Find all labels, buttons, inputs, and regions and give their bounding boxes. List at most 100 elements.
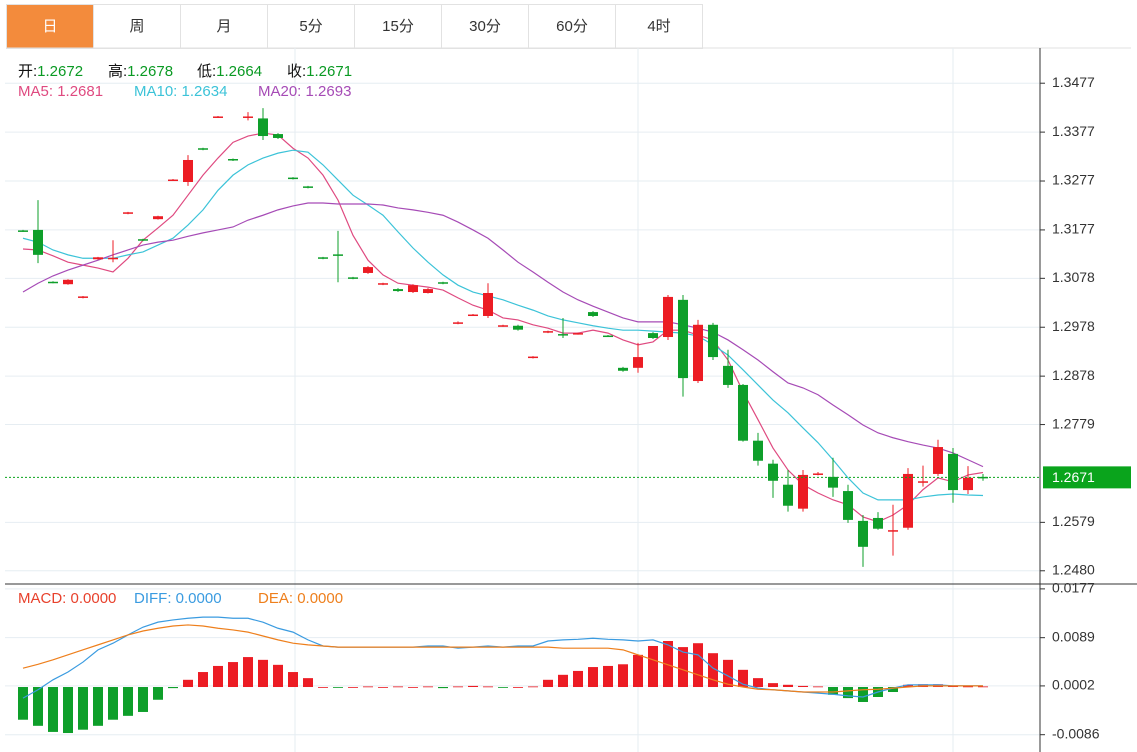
macd-bar	[558, 674, 568, 688]
candle-body	[138, 239, 148, 241]
candle-body	[123, 212, 133, 214]
candle-body	[243, 116, 253, 118]
macd-bar	[678, 647, 688, 688]
macd-bar	[783, 684, 793, 688]
ohlc-label: 开:	[18, 63, 38, 80]
legend-value: 1.2681	[57, 83, 104, 100]
ohlc-value: 1.2672	[37, 63, 84, 80]
candle-body	[273, 134, 283, 138]
legend-entry: DIFF: 0.0000	[134, 590, 222, 607]
period-tab[interactable]: 60分	[529, 5, 616, 48]
y-tick-label: 1.2878	[1052, 367, 1095, 383]
legend-name: MA5:	[18, 83, 54, 100]
y-tick-label: 1.2480	[1052, 561, 1095, 577]
macd-bar	[438, 687, 448, 689]
period-tab[interactable]: 周	[94, 5, 181, 48]
candle-body	[738, 384, 748, 441]
candle-body	[33, 229, 43, 255]
candle-body	[558, 334, 568, 336]
period-tab[interactable]: 5分	[268, 5, 355, 48]
macd-bar	[393, 686, 403, 688]
legend-entry: MA10: 1.2634	[134, 83, 227, 100]
period-tab[interactable]: 日	[7, 5, 94, 48]
macd-bar	[618, 664, 628, 688]
candle-body	[93, 257, 103, 260]
macd-bar	[318, 687, 328, 688]
macd-bar	[108, 687, 118, 720]
candle-body	[963, 477, 973, 491]
y-tick-label: 1.3477	[1052, 74, 1095, 90]
candle-body	[198, 148, 208, 150]
ohlc-label: 低:	[197, 63, 217, 80]
legend-name: DIFF:	[134, 590, 172, 607]
ohlc-item: 高:1.2678	[108, 60, 173, 81]
macd-bar	[273, 664, 283, 688]
candle-body	[453, 322, 463, 324]
period-tab[interactable]: 30分	[442, 5, 529, 48]
macd-bar	[48, 687, 58, 732]
ma-line	[22, 132, 984, 523]
y-tick-label: 1.3377	[1052, 123, 1095, 139]
macd-bar	[153, 687, 163, 700]
candle-body	[798, 474, 808, 509]
candle-body	[543, 331, 553, 333]
macd-bar	[648, 645, 658, 688]
macd-bar	[78, 687, 88, 730]
period-tab[interactable]: 15分	[355, 5, 442, 48]
ohlc-label: 收:	[287, 63, 307, 80]
macd-bar	[663, 640, 673, 688]
period-tab[interactable]: 月	[181, 5, 268, 48]
macd-bar	[18, 687, 28, 720]
candle-body	[843, 491, 853, 520]
macd-bar	[243, 657, 253, 688]
macd-bar	[333, 687, 343, 688]
macd-line	[22, 624, 983, 693]
legend-name: MA10:	[134, 83, 178, 100]
macd-bar	[738, 669, 748, 688]
macd-bar	[363, 686, 373, 688]
candle-body	[183, 159, 193, 182]
macd-bar	[543, 679, 553, 688]
macd-bar	[123, 687, 133, 716]
macd-bar	[708, 653, 718, 688]
y-tick-label: -0.0086	[1052, 725, 1100, 741]
candle-body	[933, 447, 943, 474]
y-tick-label: 0.0002	[1052, 677, 1095, 693]
macd-bar	[468, 685, 478, 688]
macd-bar	[168, 687, 178, 689]
macd-bar	[93, 687, 103, 726]
period-tab[interactable]: 4时	[616, 5, 703, 48]
macd-bar	[138, 687, 148, 712]
macd-bar	[978, 686, 988, 688]
macd-bar	[408, 687, 418, 688]
macd-bar	[798, 685, 808, 688]
macd-bar	[573, 670, 583, 688]
macd-bar	[423, 686, 433, 688]
macd-bar	[633, 654, 643, 688]
macd-bar	[483, 686, 493, 688]
candle-body	[423, 289, 433, 294]
candle-body	[948, 453, 958, 491]
macd-bar	[498, 687, 508, 688]
candle-body	[153, 216, 163, 220]
legend-value: 0.0000	[70, 590, 117, 607]
candle-body	[708, 324, 718, 358]
candle-body	[363, 267, 373, 273]
macd-bar	[588, 667, 598, 688]
macd-bar	[528, 686, 538, 688]
macd-bar	[258, 659, 268, 688]
legend-entry: MACD: 0.0000	[18, 590, 116, 607]
legend-value: 0.0000	[297, 590, 344, 607]
macd-bar	[858, 687, 868, 702]
candle-body	[63, 279, 73, 285]
y-tick-label: 0.0177	[1052, 580, 1095, 596]
last-price-label: 1.2671	[1052, 469, 1095, 485]
candle-body	[18, 230, 28, 232]
macd-bar	[63, 687, 73, 734]
legend-name: DEA:	[258, 590, 294, 607]
candle-body	[813, 473, 823, 475]
ohlc-item: 开:1.2672	[18, 60, 83, 81]
candle-body	[528, 356, 538, 359]
candle-body	[663, 296, 673, 338]
